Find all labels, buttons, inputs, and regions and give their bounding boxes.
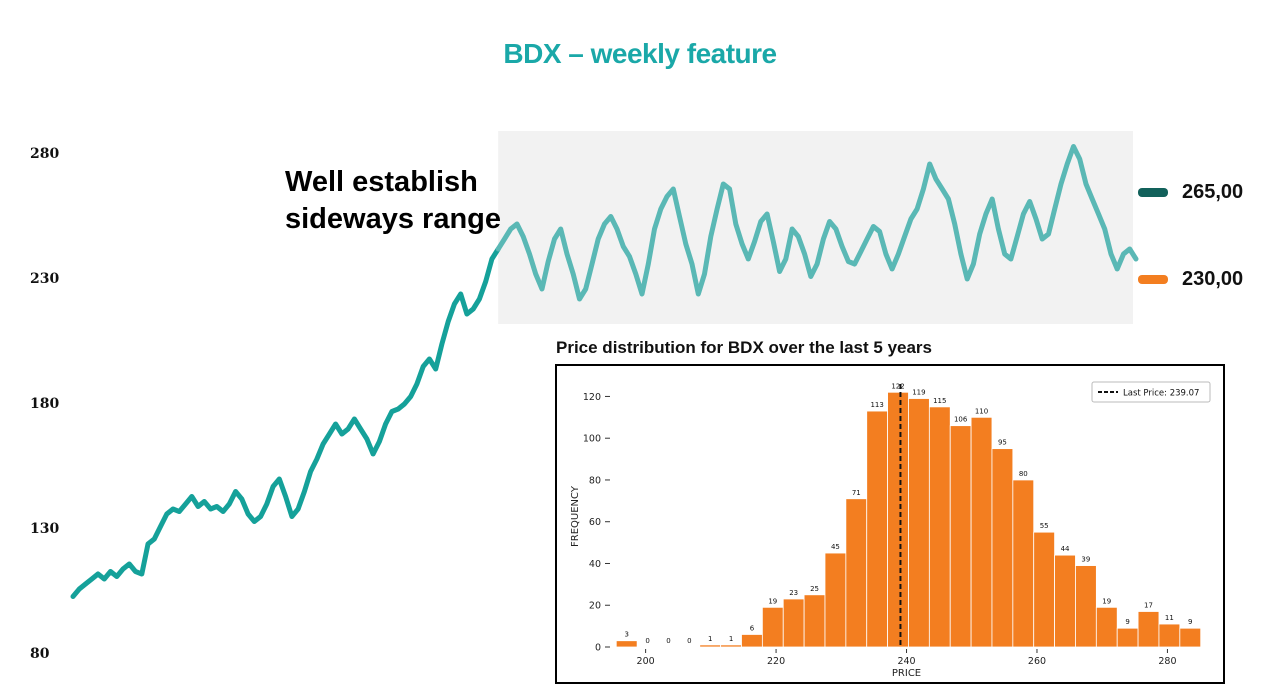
bar-value-label: 0: [666, 637, 670, 645]
histogram-bar: [1033, 531, 1055, 648]
x-tick-label: 220: [767, 656, 785, 667]
histogram-bar: [928, 406, 951, 648]
legend-label: Last Price: 239.07: [1123, 389, 1199, 399]
lower-level-value: 230,00: [1182, 268, 1244, 290]
histogram-bar: [1075, 565, 1097, 648]
y-tick-label: 0: [595, 643, 601, 654]
y-tick-label: 130: [30, 521, 60, 537]
bar-value-label: 122: [891, 382, 904, 390]
bar-value-label: 95: [998, 439, 1007, 447]
bar-value-label: 19: [1102, 597, 1111, 605]
range-series-line: [495, 144, 1139, 302]
bar-value-label: 0: [687, 637, 691, 645]
chart-annotation: Well establish sideways range: [285, 164, 501, 238]
y-tick-label: 80: [589, 475, 601, 486]
y-tick-label: 120: [583, 392, 601, 403]
histogram-bar: [866, 410, 889, 648]
x-tick-label: 240: [897, 656, 915, 667]
bar-value-label: 44: [1061, 545, 1070, 553]
histogram-bar: [615, 640, 638, 648]
histogram-bar: [1095, 606, 1118, 648]
lower-level-marker: 230,00: [1138, 268, 1243, 291]
bar-value-label: 1: [729, 635, 733, 643]
bar-value-label: 39: [1081, 556, 1090, 564]
histogram-bar: [699, 644, 722, 648]
histogram-bar: [1137, 611, 1160, 648]
bar-value-label: 11: [1165, 614, 1174, 622]
histogram-bar: [1116, 627, 1139, 648]
y-tick-label: 230: [30, 271, 60, 287]
histogram-bar: [803, 594, 826, 648]
y-axis-label: FREQUENCY: [570, 485, 581, 547]
histogram-bar: [1012, 479, 1035, 648]
bar-value-label: 106: [954, 416, 968, 424]
bar-value-label: 45: [831, 543, 840, 551]
histogram-bar: [970, 416, 993, 648]
bar-value-label: 0: [645, 637, 649, 645]
histogram-bar: [949, 425, 972, 648]
bar-value-label: 9: [1188, 618, 1192, 626]
bar-value-label: 17: [1144, 602, 1153, 610]
x-tick-label: 260: [1028, 656, 1046, 667]
bar-value-label: 110: [975, 407, 988, 415]
y-tick-label: 40: [589, 559, 601, 570]
x-tick-label: 200: [637, 656, 655, 667]
y-tick-label: 180: [30, 396, 60, 412]
histogram-bar: [824, 552, 847, 648]
histogram-bar: [1179, 627, 1202, 648]
y-tick-label: 20: [589, 601, 601, 612]
histogram-bar: [991, 448, 1014, 648]
bar-value-label: 80: [1019, 470, 1028, 478]
histogram-bar: [782, 598, 805, 648]
bar-value-label: 25: [810, 585, 819, 593]
bar-value-label: 1: [708, 635, 712, 643]
y-tick-label: 280: [30, 146, 60, 162]
page-title: BDX – weekly feature: [503, 38, 777, 69]
x-axis-label: PRICE: [892, 668, 921, 679]
bar-value-label: 6: [750, 624, 755, 632]
histogram-bar: [1054, 554, 1076, 648]
y-tick-label: 60: [589, 517, 601, 528]
bar-value-label: 71: [852, 489, 861, 497]
bar-value-label: 119: [912, 389, 925, 397]
bar-value-label: 23: [789, 589, 798, 597]
bar-value-label: 19: [768, 597, 777, 605]
bar-value-label: 113: [870, 401, 883, 409]
histogram-legend: Last Price: 239.07: [1091, 381, 1211, 403]
histogram-bar: [741, 634, 763, 648]
bar-value-label: 115: [933, 397, 946, 405]
annotation-line-2: sideways range: [285, 203, 501, 235]
histogram-bar: [761, 606, 784, 648]
histogram-bar: [1158, 623, 1181, 648]
y-tick-label: 80: [30, 646, 50, 662]
bar-value-label: 9: [1125, 618, 1129, 626]
trend-series-line: [70, 246, 501, 599]
histogram-bar: [845, 498, 868, 648]
y-tick-label: 100: [583, 434, 601, 445]
upper-level-value: 265,00: [1182, 181, 1244, 203]
histogram-bar: [887, 391, 909, 648]
histogram-bar: [720, 644, 742, 648]
upper-level-swatch: [1138, 188, 1168, 197]
bar-value-label: 3: [624, 631, 628, 639]
upper-level-marker: 265,00: [1138, 181, 1243, 204]
histogram-panel: 0 20 40 60 80 100 120 FREQUENCY 3 0 0 0 1 1 6 19 23 25 45 7…: [555, 364, 1225, 684]
legend-box: [1091, 381, 1211, 403]
bar-value-label: 55: [1040, 522, 1049, 530]
histogram-bar: [908, 398, 930, 648]
annotation-line-1: Well establish: [285, 166, 478, 198]
lower-level-swatch: [1138, 275, 1168, 284]
histogram-title: Price distribution for BDX over the last…: [556, 338, 933, 357]
x-tick-label: 280: [1158, 656, 1176, 667]
